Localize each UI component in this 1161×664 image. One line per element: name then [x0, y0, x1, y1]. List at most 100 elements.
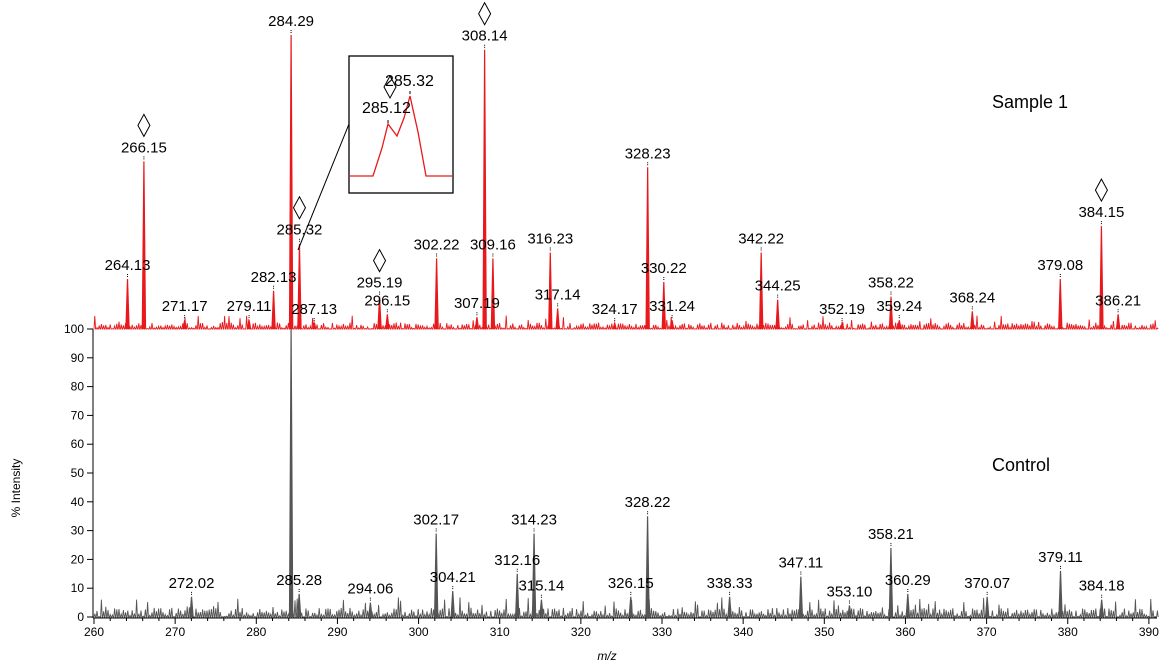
sample-peak-label: 279.11	[227, 298, 272, 315]
x-tick-label: 380	[1058, 625, 1078, 639]
control-peak	[798, 576, 804, 618]
sample-peak-label: 324.17	[592, 301, 638, 318]
y-tick-label: 30	[71, 524, 85, 538]
control-peak-label: 302.17	[413, 511, 459, 528]
x-tick-label: 330	[652, 625, 672, 639]
control-peak	[1058, 570, 1063, 618]
y-axis-title: % Intensity	[9, 459, 23, 518]
y-tick-label: 80	[71, 380, 85, 394]
control-peak	[288, 328, 294, 618]
sample-peak-label: 331.24	[649, 298, 695, 315]
sample-peak-label: 284.29	[268, 13, 314, 30]
y-tick-label: 0	[77, 610, 84, 624]
y-tick-label: 20	[71, 552, 85, 566]
control-peak-label: 379.11	[1038, 549, 1083, 566]
sample-peak	[1099, 226, 1104, 330]
diamond-icon	[383, 74, 397, 100]
y-tick-label: 70	[71, 408, 85, 422]
control-peak-label: 304.21	[430, 569, 476, 586]
control-peak	[368, 602, 373, 618]
peaks-layer	[125, 34, 1121, 618]
inset-label: 285.32	[385, 73, 434, 90]
sample-peak	[1115, 314, 1121, 330]
sample-peak	[474, 317, 480, 330]
y-tick-label: 10	[71, 581, 85, 595]
sample-peak-label: 309.16	[470, 236, 516, 253]
x-tick-label: 290	[327, 625, 347, 639]
sample-peak	[1058, 279, 1063, 330]
axes: 0 10 20 30 40 50 60 70 80 90 100 260 270 280 290 300 310…	[64, 322, 1159, 639]
sample-peak	[125, 279, 130, 330]
sample-peak-label: 296.15	[364, 292, 410, 309]
sample-peak	[141, 161, 147, 330]
y-tick-label: 60	[71, 437, 85, 451]
control-peak-label: 353.10	[827, 583, 873, 600]
control-peak-label: 326.15	[608, 575, 654, 592]
diamond-icon	[372, 248, 387, 273]
sample-peak	[775, 299, 780, 330]
sample-peak-label: 368.24	[949, 289, 995, 306]
sample-peak-label: 285.32	[277, 222, 323, 239]
sample-peak	[434, 258, 439, 330]
sample-peak	[297, 243, 302, 330]
x-tick-label: 370	[977, 625, 997, 639]
sample-peak-label: 308.14	[462, 28, 508, 45]
control-peak	[189, 596, 194, 618]
sample-peak	[839, 320, 845, 330]
sample-peak	[377, 296, 382, 330]
y-tick-label: 90	[71, 351, 85, 365]
control-peak-label: 285.28	[276, 572, 322, 589]
sample-peak	[555, 308, 560, 330]
x-tick-label: 300	[409, 625, 429, 639]
x-tick-label: 360	[895, 625, 915, 639]
sample-peak-label: 386.21	[1095, 292, 1141, 309]
control-peak-label: 328.22	[625, 494, 671, 511]
x-tick-label: 350	[814, 625, 834, 639]
control-peak	[984, 596, 990, 618]
control-peak-label: 358.21	[868, 526, 914, 543]
sample-peak	[271, 290, 276, 330]
sample-peak-label: 359.24	[876, 298, 922, 315]
inset-trace	[350, 95, 452, 177]
x-tick-label: 340	[733, 625, 753, 639]
sample-peak-label: 271.17	[162, 298, 208, 315]
control-peak	[531, 533, 537, 618]
sample-peak	[311, 320, 317, 330]
x-tick-label: 320	[571, 625, 591, 639]
sample-peak	[288, 34, 294, 330]
control-peak	[1099, 599, 1104, 618]
sample-peak-label: 295.19	[357, 275, 403, 292]
x-tick-label: 260	[84, 625, 104, 639]
control-peak-label: 272.02	[169, 575, 215, 592]
control-peak-label: 360.29	[885, 572, 931, 589]
diamond-icon	[1094, 178, 1108, 203]
sample-peak	[490, 258, 496, 330]
sample-peak-label: 264.13	[105, 257, 151, 274]
sample-peak-label: 328.23	[625, 145, 671, 162]
sample-peak-label: 352.19	[819, 301, 865, 318]
sample-peak	[758, 252, 764, 330]
sample-peak	[661, 281, 666, 330]
x-tick-label: 280	[246, 625, 266, 639]
sample-peak-label: 287.13	[291, 301, 337, 318]
diamond-icon	[478, 1, 492, 26]
sample-peak	[246, 320, 252, 330]
sample-peak	[482, 49, 487, 330]
y-tick-label: 100	[64, 322, 84, 336]
sample-peak	[970, 311, 975, 330]
control-baseline-trace	[93, 597, 1159, 618]
control-peak	[628, 596, 633, 618]
control-peak	[433, 533, 439, 618]
x-axis-title: m/z	[597, 649, 616, 663]
control-peak	[727, 596, 732, 618]
series-label-control: Control	[992, 455, 1050, 475]
sample-peak-label: 266.15	[121, 139, 167, 156]
x-tick-label: 310	[490, 625, 510, 639]
inset-connector	[297, 123, 350, 251]
control-peak-label: 315.14	[518, 578, 564, 595]
sample-peak	[182, 320, 187, 330]
sample-peak	[669, 320, 675, 330]
y-tick-label: 50	[71, 466, 85, 480]
sample-peak-label: 379.08	[1037, 257, 1083, 274]
